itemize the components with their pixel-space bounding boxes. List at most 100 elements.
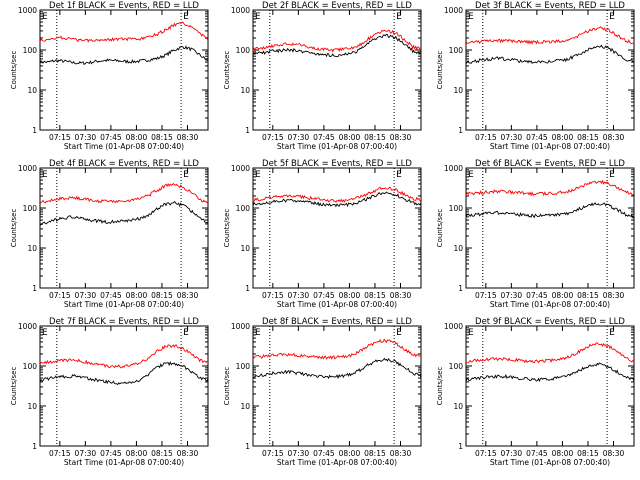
marker-label-e: E (609, 328, 615, 338)
marker-label-e: E (468, 328, 474, 338)
y-tick-label: 1 (245, 284, 250, 293)
x-tick-label: 07:15 (262, 291, 284, 300)
series-lld-line (39, 344, 209, 369)
x-tick-label: 08:00 (552, 291, 574, 300)
y-tick-label: 1000 (231, 322, 250, 331)
plot-frame (252, 167, 422, 289)
marker-label-e: E (183, 12, 189, 22)
x-tick-label: 08:15 (151, 291, 173, 300)
y-tick-label: 1 (458, 442, 463, 451)
x-tick-label: 08:15 (577, 449, 599, 458)
marker-label-e: E (183, 328, 189, 338)
x-axis-label: Start Time (01-Apr-08 07:00:40) (64, 458, 184, 467)
x-tick-label: 08:30 (603, 291, 625, 300)
y-tick-label: 100 (23, 362, 38, 371)
y-tick-label: 1000 (444, 164, 463, 173)
marker-label-e: E (396, 12, 402, 22)
x-tick-label: 07:30 (501, 291, 523, 300)
x-tick-label: 07:30 (288, 133, 310, 142)
x-tick-label: 08:30 (390, 133, 412, 142)
y-tick-label: 1 (245, 442, 250, 451)
plot-frame (39, 325, 209, 447)
x-tick-label: 07:30 (288, 291, 310, 300)
y-tick-label: 1000 (231, 164, 250, 173)
y-tick-label: 10 (240, 402, 250, 411)
y-tick-label: 10 (453, 86, 463, 95)
marker-label-e: E (396, 328, 402, 338)
marker-label-e: E (42, 170, 48, 180)
series-events-line (465, 202, 635, 219)
y-axis-label: Counts/sec (223, 209, 231, 248)
plot-frame (252, 325, 422, 447)
marker-label-e: E (255, 328, 261, 338)
x-tick-label: 08:00 (126, 133, 148, 142)
x-tick-label: 08:00 (126, 449, 148, 458)
x-tick-label: 07:15 (262, 133, 284, 142)
x-tick-label: 07:30 (501, 133, 523, 142)
x-tick-label: 08:30 (177, 449, 199, 458)
y-tick-label: 10 (240, 86, 250, 95)
chart-panel-2: Det 2f BLACK = Events, RED = LLD 1 10 100 10… (223, 1, 422, 151)
series-events-line (39, 200, 209, 226)
y-tick-label: 100 (23, 204, 38, 213)
x-tick-label: 07:45 (313, 133, 335, 142)
x-tick-label: 07:45 (100, 133, 122, 142)
y-axis-label: Counts/sec (10, 209, 18, 248)
y-axis-label: Counts/sec (436, 51, 444, 90)
chart-title: Det 3f BLACK = Events, RED = LLD (475, 1, 625, 11)
x-tick-label: 07:15 (475, 133, 497, 142)
plot-frame (465, 9, 635, 131)
y-tick-label: 1000 (18, 6, 37, 15)
series-lld-line (39, 21, 209, 43)
y-tick-label: 10 (240, 244, 250, 253)
series-events-line (39, 361, 209, 386)
y-tick-label: 1000 (444, 322, 463, 331)
y-tick-label: 100 (236, 204, 251, 213)
x-tick-label: 07:30 (75, 133, 97, 142)
x-tick-label: 07:45 (313, 291, 335, 300)
y-tick-label: 10 (27, 86, 37, 95)
chart-panel-6: Det 6f BLACK = Events, RED = LLD 1 10 100 10… (436, 159, 635, 309)
y-tick-label: 1 (458, 284, 463, 293)
x-tick-label: 08:00 (339, 291, 361, 300)
y-tick-label: 1000 (18, 164, 37, 173)
x-tick-label: 07:45 (526, 449, 548, 458)
y-tick-label: 1 (458, 126, 463, 135)
x-tick-label: 07:30 (75, 449, 97, 458)
x-tick-label: 07:15 (49, 133, 71, 142)
x-tick-label: 08:15 (577, 291, 599, 300)
marker-label-e: E (42, 328, 48, 338)
y-tick-label: 100 (236, 46, 251, 55)
chart-panel-4: Det 4f BLACK = Events, RED = LLD 1 10 100 10… (10, 159, 209, 309)
plot-frame (39, 9, 209, 131)
x-tick-label: 07:45 (526, 133, 548, 142)
series-lld-line (252, 338, 422, 360)
x-tick-label: 07:30 (75, 291, 97, 300)
y-tick-label: 1 (245, 126, 250, 135)
plot-frame (39, 167, 209, 289)
x-tick-label: 08:15 (151, 449, 173, 458)
chart-title: Det 5f BLACK = Events, RED = LLD (262, 159, 412, 169)
x-tick-label: 07:15 (49, 449, 71, 458)
x-tick-label: 08:15 (577, 133, 599, 142)
x-tick-label: 07:45 (100, 449, 122, 458)
y-tick-label: 100 (236, 362, 251, 371)
y-tick-label: 1000 (18, 322, 37, 331)
chart-title: Det 6f BLACK = Events, RED = LLD (475, 159, 625, 169)
x-tick-label: 08:15 (364, 291, 386, 300)
y-tick-label: 100 (449, 362, 464, 371)
marker-label-e: E (183, 170, 189, 180)
x-tick-label: 08:30 (177, 291, 199, 300)
series-lld-line (252, 29, 422, 53)
y-tick-label: 1 (32, 284, 37, 293)
y-tick-label: 1000 (231, 6, 250, 15)
y-axis-label: Counts/sec (223, 367, 231, 406)
x-axis-label: Start Time (01-Apr-08 07:00:40) (490, 458, 610, 467)
chart-panel-8: Det 8f BLACK = Events, RED = LLD 1 10 100 10… (223, 317, 422, 467)
x-tick-label: 08:00 (552, 449, 574, 458)
x-tick-label: 08:00 (339, 133, 361, 142)
chart-title: Det 9f BLACK = Events, RED = LLD (475, 317, 625, 327)
chart-panel-5: Det 5f BLACK = Events, RED = LLD 1 10 100 10… (223, 159, 422, 309)
plot-frame (252, 9, 422, 131)
